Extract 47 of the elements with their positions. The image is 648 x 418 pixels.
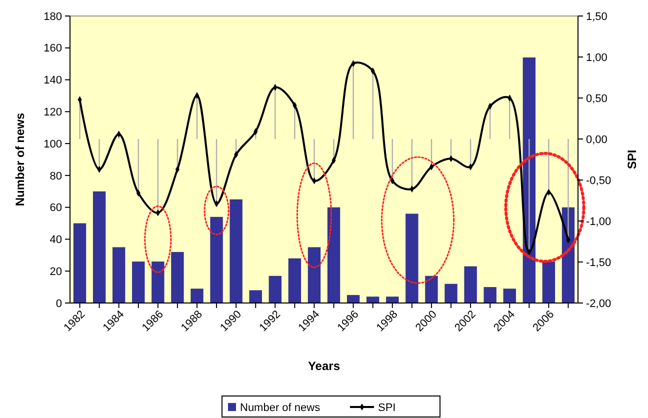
- y2-tick-label: 1,50: [586, 10, 608, 23]
- bar: [484, 287, 496, 303]
- y2-tick-label: 0,00: [586, 134, 608, 146]
- y2-tick-label: 1,00: [586, 52, 608, 64]
- bar: [171, 252, 184, 303]
- bar: [366, 296, 380, 303]
- y-tick-label: 180: [44, 10, 62, 23]
- y-tick-label: 0: [56, 298, 62, 310]
- y2-tick-label: -0,50: [586, 174, 612, 187]
- bar: [132, 262, 145, 303]
- bar: [386, 296, 399, 303]
- legend-label: Number of news: [240, 402, 321, 414]
- bar: [210, 216, 223, 303]
- bar: [268, 276, 282, 303]
- y2-tick-label: 0,50: [586, 92, 608, 105]
- bar: [190, 288, 204, 303]
- y2-tick-label: -1,00: [586, 216, 612, 228]
- bar: [444, 284, 458, 303]
- bar: [73, 223, 86, 303]
- y2-tick-label: -1,50: [586, 256, 612, 269]
- y-tick-label: 140: [44, 74, 62, 87]
- bar: [249, 290, 262, 303]
- bar: [425, 276, 438, 303]
- bar: [308, 247, 321, 303]
- bar: [92, 191, 106, 303]
- x-axis-title: Years: [308, 359, 340, 373]
- bar: [503, 288, 516, 303]
- y2-axis-title: SPI: [625, 150, 639, 170]
- legend-label: SPI: [378, 402, 396, 414]
- y-tick-label: 40: [50, 234, 62, 246]
- y-tick-label: 160: [44, 42, 62, 55]
- bar: [327, 207, 340, 303]
- y-tick-label: 20: [50, 266, 62, 278]
- bar: [230, 199, 242, 303]
- bar: [346, 295, 360, 303]
- bar: [112, 247, 126, 303]
- bar: [542, 262, 556, 303]
- y-axis-title: Number of news: [13, 112, 27, 206]
- y-tick-label: 80: [50, 170, 62, 182]
- bar: [288, 258, 302, 303]
- bar: [464, 266, 477, 303]
- y-tick-label: 120: [44, 106, 62, 119]
- y2-tick-label: -2,00: [586, 298, 612, 310]
- bar: [152, 262, 164, 303]
- bar: [406, 214, 418, 303]
- y-tick-label: 100: [44, 138, 62, 150]
- y-tick-label: 60: [50, 202, 62, 214]
